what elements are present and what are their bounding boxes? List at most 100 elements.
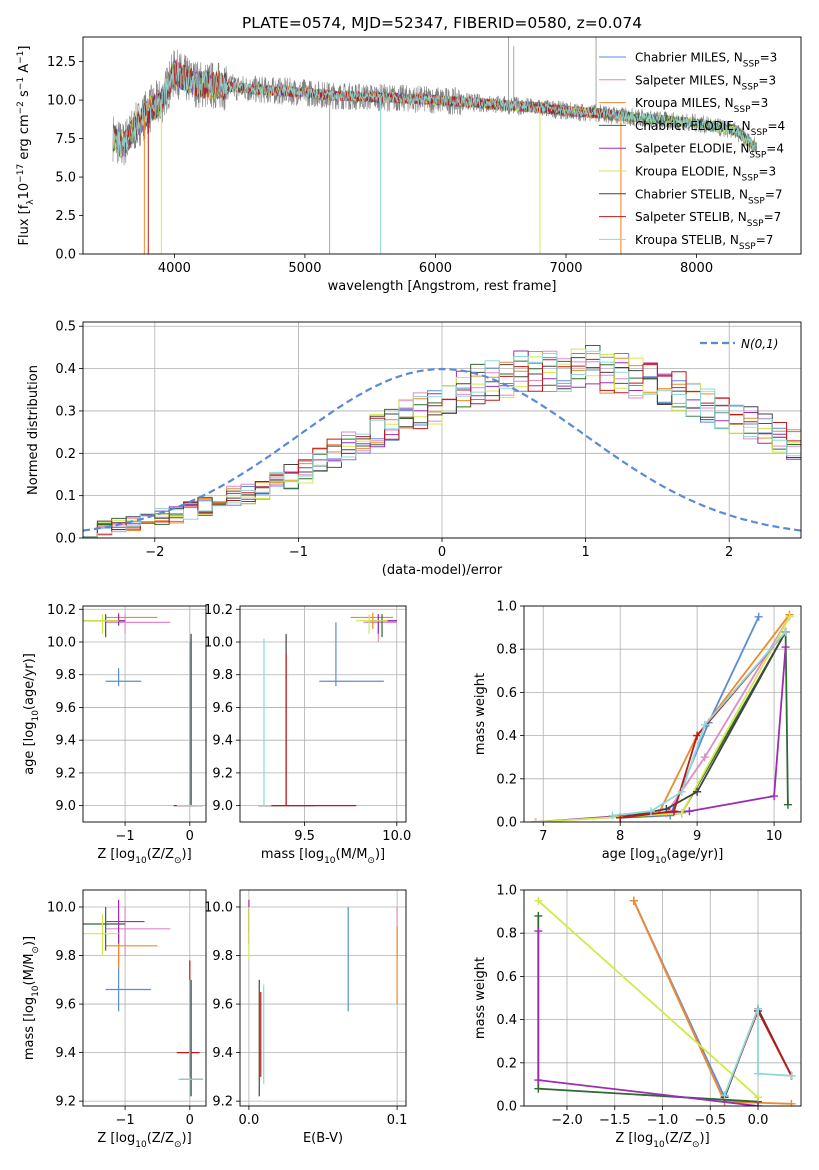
legend-entry: Salpeter MILES, NSSP=3	[635, 73, 776, 92]
x-tick-label: 2	[725, 545, 733, 560]
x-axis-label: mass [log10(M/M⊙)]	[261, 847, 385, 866]
y-tick-label: 9.6	[55, 701, 76, 716]
plot-area	[83, 899, 203, 1097]
mass-weight-line	[537, 900, 759, 1099]
x-tick-label: 8	[616, 829, 624, 844]
y-tick-label: 0.0	[55, 532, 76, 547]
mass-weight-line	[620, 614, 791, 819]
y-tick-label: 0.1	[55, 489, 76, 504]
y-tick-label: 10.2	[204, 603, 233, 618]
axes-frame	[239, 889, 407, 1107]
y-tick-label: 0.3	[55, 404, 76, 419]
y-tick-label: 9.4	[212, 1046, 233, 1061]
x-tick-label: 4000	[158, 261, 191, 276]
legend-entry: Kroupa STELIB, NSSP=7	[635, 233, 773, 252]
panel-mass_vs_EBV: 0.0 0.1 9.2 9.4 9.6 9.8 10.0 E(B-V)	[204, 889, 408, 1146]
axes-frame	[239, 605, 407, 823]
axes-frame	[82, 321, 802, 539]
residual-histogram	[83, 350, 801, 538]
mass-weight-marker	[534, 1084, 543, 1093]
y-tick-label: 0.0	[55, 248, 76, 263]
x-tick-label: 5000	[288, 261, 321, 276]
model-spectrum	[112, 61, 757, 158]
mass-weight-marker	[646, 807, 655, 816]
residual-histogram	[83, 353, 801, 538]
y-tick-label: 9.4	[212, 734, 233, 749]
y-axis-label: mass weight	[473, 957, 488, 1039]
axes-frame	[523, 605, 802, 823]
plot-area	[112, 37, 757, 254]
mass-weight-marker	[781, 627, 790, 636]
y-tick-label: 7.5	[55, 132, 76, 147]
mass-weight-marker	[781, 643, 790, 652]
x-axis-label: E(B-V)	[303, 1131, 343, 1146]
mass-weight-line	[537, 915, 759, 1103]
y-axis-label: Normed distribution	[26, 365, 41, 495]
y-tick-label: 10.0	[204, 636, 233, 651]
x-tick-label: 1	[581, 545, 589, 560]
y-tick-label: 9.6	[55, 998, 76, 1013]
y-tick-label: 9.4	[55, 1046, 76, 1061]
mass-weight-marker	[787, 1099, 796, 1106]
x-tick-label: 7000	[549, 261, 582, 276]
x-tick-label: 7	[539, 829, 547, 844]
mass-weight-line	[535, 646, 787, 822]
residual-histogram	[83, 350, 801, 538]
y-tick-label: 9.0	[55, 799, 76, 814]
y-tick-label: 9.2	[55, 1095, 76, 1110]
mass-weight-marker	[534, 1076, 543, 1085]
mass-weight-line	[632, 900, 759, 1100]
mass-weight-marker	[700, 720, 709, 729]
x-tick-label: 10	[766, 829, 783, 844]
mass-weight-line	[723, 1008, 792, 1096]
y-tick-label: 1.0	[496, 600, 517, 615]
axes-frame	[82, 605, 207, 823]
y-tick-label: 0.8	[496, 927, 517, 942]
legend-entry: Kroupa MILES, NSSP=3	[635, 96, 768, 115]
mass-weight-marker	[693, 787, 702, 796]
x-tick-label: 0	[186, 1113, 194, 1128]
x-tick-label: 0.1	[387, 1113, 408, 1128]
x-tick-label: −1.0	[647, 1113, 679, 1128]
y-tick-label: 0.0	[496, 1100, 517, 1115]
x-tick-label: −2	[145, 545, 164, 560]
legend-entry: Chabrier ELODIE, NSSP=4	[635, 119, 785, 138]
mass-weight-marker	[693, 731, 702, 740]
mass-weight-marker	[720, 1091, 729, 1100]
y-tick-label: 9.0	[212, 799, 233, 814]
x-tick-label: −2.0	[551, 1113, 583, 1128]
panel-age_vs_Z: −1 0 9.0 9.2 9.4 9.6 9.8 10.0 10.2 Z [log10(Z/Z⊙)…	[22, 603, 207, 866]
axes-frame	[523, 889, 802, 1107]
mass-weight-marker	[677, 787, 686, 796]
legend-entry: Salpeter STELIB, NSSP=7	[635, 210, 781, 229]
y-tick-label: 9.6	[212, 701, 233, 716]
x-tick-label: 0	[438, 545, 446, 560]
x-tick-label: 6000	[419, 261, 452, 276]
y-tick-label: 10.2	[47, 603, 76, 618]
mass-weight-marker	[677, 809, 686, 818]
legend-entry: Salpeter ELODIE, NSSP=4	[635, 142, 784, 161]
mass-weight-marker	[754, 1004, 763, 1013]
x-axis-label: Z [log10(Z/Z⊙)]	[615, 1131, 709, 1150]
plot-area	[534, 896, 796, 1106]
mass-weight-line	[537, 931, 759, 1106]
y-tick-label: 0.4	[496, 729, 517, 744]
y-tick-label: 1.0	[496, 884, 517, 899]
mass-weight-line	[632, 900, 758, 1103]
y-tick-label: 0.4	[496, 1013, 517, 1028]
mass-weight-marker	[787, 1071, 796, 1080]
x-tick-label: −0.5	[694, 1113, 726, 1128]
y-tick-label: 0.6	[496, 970, 517, 985]
y-tick-label: 0.4	[55, 362, 76, 377]
y-tick-label: 0.6	[496, 686, 517, 701]
x-axis-label: age [log10(age/yr)]	[602, 847, 724, 866]
y-tick-label: 0.2	[496, 772, 517, 787]
residual-histogram	[83, 351, 801, 538]
plot-area	[258, 612, 397, 807]
x-tick-label: 10.0	[382, 829, 411, 844]
plot-area	[83, 612, 203, 807]
mass-weight-marker	[629, 896, 638, 905]
legend-entry: N(0,1)	[741, 337, 778, 351]
panel-age_vs_mass: 9.5 10.0 9.0 9.2 9.4 9.6 9.8 10.0 10.2 mass [log1…	[204, 603, 411, 866]
plot-area	[83, 345, 801, 538]
